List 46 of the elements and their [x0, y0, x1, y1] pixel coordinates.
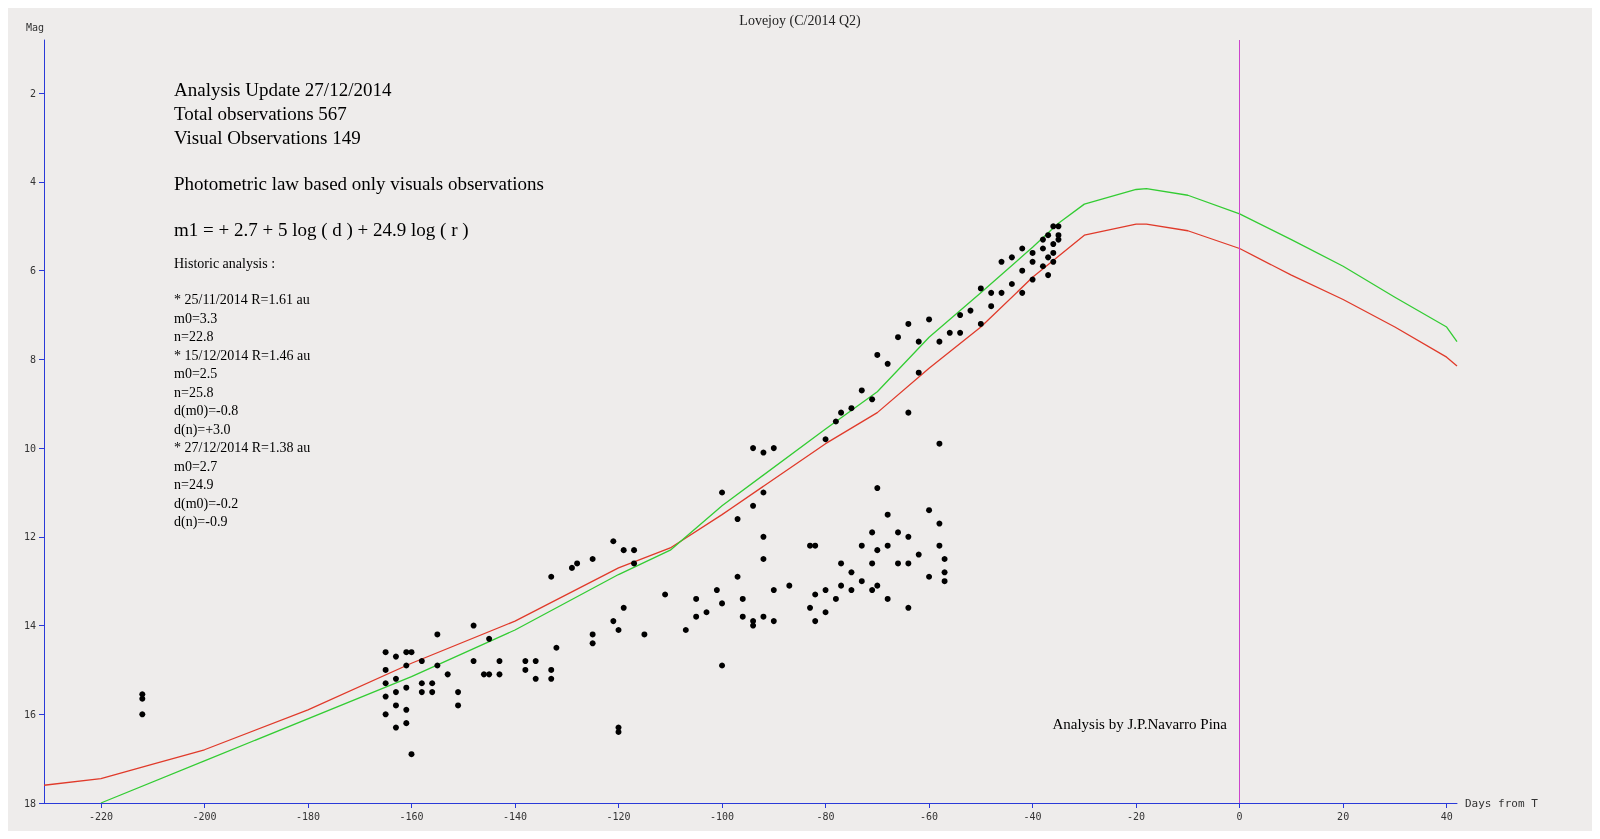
x-tick-label: -100	[709, 810, 735, 822]
x-tick-label: 0	[1236, 810, 1243, 822]
annotation: d(n)=-0.9	[174, 514, 228, 530]
y-tick-label: 8	[29, 353, 36, 365]
y-tick-label: 2	[29, 87, 36, 99]
annotation: * 27/12/2014 R=1.38 au	[174, 440, 311, 455]
annotation: * 25/11/2014 R=1.61 au	[174, 292, 310, 307]
y-tick-label: 12	[23, 531, 36, 543]
x-tick-label: -220	[88, 810, 113, 822]
annotation: m0=3.3	[174, 310, 218, 326]
x-tick-label: -160	[399, 810, 424, 822]
annotation: Photometric law based only visuals observations	[174, 173, 544, 194]
y-tick-label: 6	[29, 265, 36, 277]
annotation: n=24.9	[174, 477, 214, 492]
y-tick-label: 10	[23, 442, 36, 454]
x-tick-label: -180	[295, 810, 321, 822]
annotation: m1 = + 2.7 + 5 log ( d ) + 24.9 log ( r )	[174, 219, 469, 241]
annotation: Total observations 567	[174, 103, 347, 124]
x-tick-label: -140	[502, 810, 528, 822]
annotation: d(m0)=-0.2	[174, 495, 239, 512]
annotation: m0=2.7	[174, 458, 218, 474]
annotation: Historic analysis :	[174, 255, 276, 271]
chart-title: Lovejoy (C/2014 Q2)	[739, 12, 861, 29]
y-tick-label: 4	[29, 176, 36, 188]
annotation: n=25.8	[174, 384, 214, 400]
annotation: Analysis Update 27/12/2014	[174, 79, 392, 100]
annotation: d(n)=+3.0	[174, 421, 231, 438]
y-axis-title: Mag	[25, 21, 44, 33]
annotation: m0=2.5	[174, 366, 218, 381]
x-tick-label: -80	[816, 810, 835, 822]
x-tick-label: -60	[920, 810, 939, 822]
annotation: Visual Observations 149	[174, 127, 361, 148]
x-tick-label: -20	[1127, 810, 1146, 822]
annotation: * 15/12/2014 R=1.46 au	[174, 347, 311, 363]
y-tick-label: 14	[23, 620, 36, 632]
x-tick-label: -120	[606, 810, 631, 822]
annotation: d(m0)=-0.8	[174, 403, 239, 419]
x-tick-label: 40	[1440, 810, 1453, 822]
x-tick-label: -40	[1023, 810, 1042, 822]
y-tick-label: 16	[23, 708, 36, 720]
x-axis-title: Days from T	[1465, 796, 1539, 810]
annotation: Analysis by J.P.Navarro Pina	[1052, 715, 1228, 732]
x-tick-label: 20	[1337, 810, 1350, 822]
y-tick-label: 18	[23, 797, 36, 809]
x-tick-label: -200	[192, 810, 217, 822]
annotation: n=22.8	[174, 329, 214, 344]
